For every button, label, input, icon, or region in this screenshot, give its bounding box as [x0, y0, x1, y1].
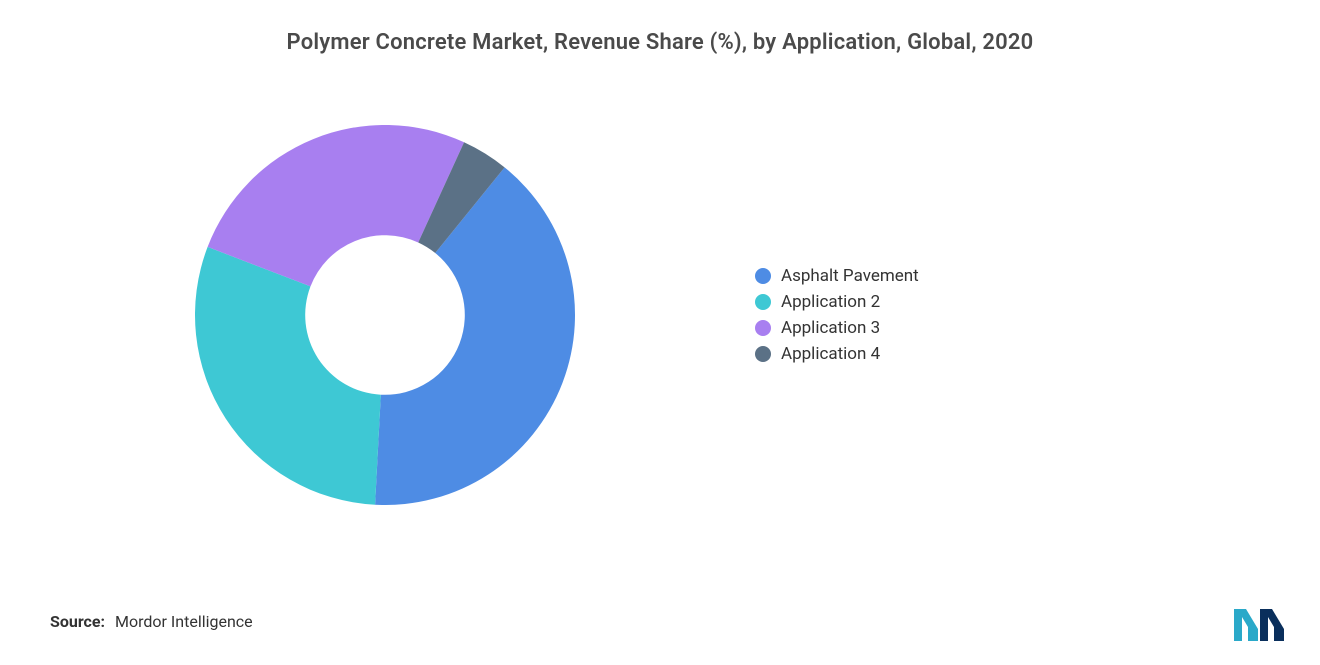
source-line: Source: Mordor Intelligence — [50, 612, 253, 631]
chart-container: Polymer Concrete Market, Revenue Share (… — [0, 0, 1320, 665]
legend-item: Application 2 — [755, 292, 919, 312]
logo-bar — [1234, 609, 1258, 641]
legend-label: Application 3 — [781, 318, 880, 338]
legend-item: Application 4 — [755, 344, 919, 364]
mordor-logo-icon — [1230, 601, 1290, 645]
source-label: Source: — [50, 612, 105, 631]
legend-swatch — [755, 294, 771, 310]
legend-label: Application 4 — [781, 344, 880, 364]
legend: Asphalt Pavement Application 2 Application… — [755, 266, 919, 364]
brand-logo — [1230, 601, 1290, 645]
source-value: Mordor Intelligence — [115, 612, 253, 631]
logo-bar — [1260, 609, 1284, 641]
chart-body: Asphalt Pavement Application 2 Application… — [50, 75, 1270, 555]
legend-label: Asphalt Pavement — [781, 266, 919, 286]
legend-swatch — [755, 320, 771, 336]
legend-item: Asphalt Pavement — [755, 266, 919, 286]
legend-swatch — [755, 268, 771, 284]
donut-svg — [195, 125, 575, 505]
legend-item: Application 3 — [755, 318, 919, 338]
chart-title: Polymer Concrete Market, Revenue Share (… — [50, 30, 1270, 55]
donut-chart — [195, 125, 575, 505]
legend-label: Application 2 — [781, 292, 880, 312]
legend-swatch — [755, 346, 771, 362]
donut-slice — [195, 247, 381, 505]
